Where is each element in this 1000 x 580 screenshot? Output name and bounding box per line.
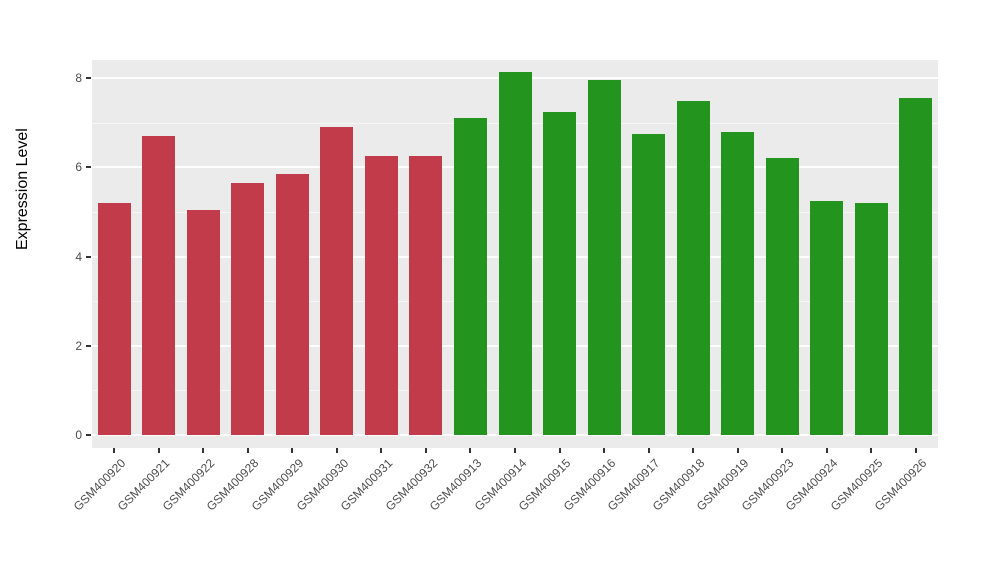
x-tick-mark bbox=[335, 448, 338, 453]
x-tick-mark bbox=[157, 448, 160, 453]
bar-GSM400924 bbox=[810, 200, 844, 435]
bar-GSM400914 bbox=[498, 71, 532, 435]
y-tick-mark bbox=[86, 255, 91, 258]
bar-GSM400921 bbox=[142, 136, 176, 435]
y-tick-mark bbox=[86, 434, 91, 436]
x-tick-mark bbox=[870, 448, 873, 453]
bar-GSM400920 bbox=[97, 203, 131, 435]
x-tick-mark bbox=[781, 448, 784, 453]
x-tick-mark bbox=[514, 448, 516, 453]
y-tick-label: 8 bbox=[75, 71, 82, 86]
x-tick-mark bbox=[736, 448, 739, 453]
x-tick-mark bbox=[202, 448, 205, 453]
bar-GSM400922 bbox=[186, 209, 220, 435]
x-tick-mark bbox=[692, 448, 695, 453]
bar-GSM400917 bbox=[632, 133, 666, 435]
bar-GSM400925 bbox=[854, 203, 888, 435]
bar-GSM400919 bbox=[721, 131, 755, 435]
x-tick-mark bbox=[424, 448, 427, 453]
y-tick-mark bbox=[86, 166, 91, 169]
x-tick-mark bbox=[914, 448, 917, 453]
bar-GSM400931 bbox=[364, 156, 398, 435]
x-tick-mark bbox=[113, 448, 116, 453]
y-tick-label: 6 bbox=[75, 160, 82, 175]
bar-GSM400926 bbox=[899, 98, 933, 435]
plot-panel bbox=[92, 60, 938, 448]
x-tick-mark bbox=[647, 448, 650, 453]
y-axis-title: Expression Level bbox=[14, 128, 31, 250]
bar-GSM400913 bbox=[453, 118, 487, 435]
x-tick-mark bbox=[469, 448, 472, 453]
bar-GSM400915 bbox=[543, 111, 577, 435]
x-tick-mark bbox=[291, 448, 294, 453]
bar-GSM400929 bbox=[275, 174, 309, 435]
gridline-major bbox=[92, 434, 938, 436]
bar-GSM400918 bbox=[676, 100, 710, 435]
bar-GSM400923 bbox=[765, 158, 799, 435]
bar-GSM400930 bbox=[320, 127, 354, 435]
bar-GSM400916 bbox=[587, 80, 621, 435]
bar-GSM400932 bbox=[409, 156, 443, 435]
x-tick-mark bbox=[603, 448, 606, 453]
x-tick-mark bbox=[246, 448, 249, 453]
y-tick-label: 0 bbox=[75, 428, 82, 442]
bar-GSM400928 bbox=[231, 183, 265, 435]
x-tick-mark bbox=[380, 448, 383, 453]
y-tick-mark bbox=[86, 344, 91, 347]
y-tick-mark bbox=[86, 77, 91, 80]
x-tick-mark bbox=[558, 448, 561, 453]
x-tick-mark bbox=[825, 448, 828, 453]
y-tick-label: 4 bbox=[75, 249, 82, 264]
y-tick-label: 2 bbox=[75, 338, 82, 353]
